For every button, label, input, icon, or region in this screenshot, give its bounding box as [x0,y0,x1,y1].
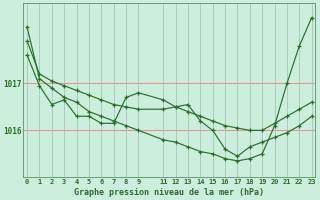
X-axis label: Graphe pression niveau de la mer (hPa): Graphe pression niveau de la mer (hPa) [74,188,264,197]
